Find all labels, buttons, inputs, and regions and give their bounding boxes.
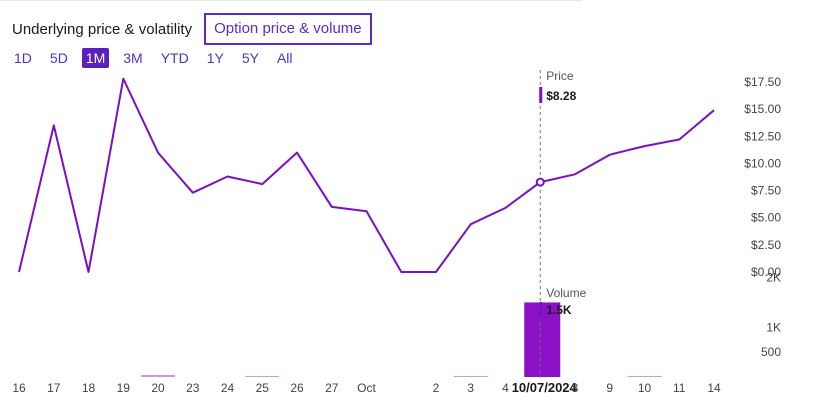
price-tick-label: $17.50: [744, 75, 781, 89]
top-divider: [0, 0, 582, 1]
x-tick-label: 20: [151, 381, 165, 395]
price-tick-label: $0.00: [751, 265, 781, 279]
volume-bar: [141, 375, 175, 377]
range-5d[interactable]: 5D: [49, 50, 68, 66]
x-tick-label: 24: [221, 381, 235, 395]
x-tick-label: 2: [433, 381, 440, 395]
x-tick-label: 25: [256, 381, 270, 395]
volume-bar: [453, 376, 488, 377]
volume-bar: [245, 376, 280, 377]
x-tick-label: 14: [707, 381, 721, 395]
x-tick-label: 16: [12, 381, 26, 395]
crosshair: Price $8.28 Volume 1.5K: [535, 69, 587, 378]
x-tick-label: 23: [186, 381, 200, 395]
tooltip-price-label: Price: [546, 69, 574, 83]
volume-tick-label: 1K: [766, 320, 781, 334]
x-tick-label: 3: [467, 381, 474, 395]
price-axis: $0.00 $2.50 $5.00 $7.50 $10.00 $12.50 $15.00 $1…: [744, 75, 781, 279]
x-tick-label: 19: [117, 381, 131, 395]
price-tick-label: $10.00: [744, 156, 781, 170]
x-tick-label: 9: [606, 381, 613, 395]
price-tick-label: $2.50: [751, 238, 781, 252]
volume-bar: [627, 376, 662, 377]
volume-tick-label: 2K: [766, 271, 781, 285]
volume-tick-label: 500: [761, 345, 781, 359]
price-tick-label: $12.50: [744, 129, 781, 143]
x-tick-label: 4: [502, 381, 509, 395]
range-1d[interactable]: 1D: [14, 50, 32, 66]
price-tick-label: $5.00: [751, 211, 781, 225]
tooltip-volume-label: Volume: [546, 286, 586, 300]
chart-tabs: Underlying price & volatility Option pri…: [10, 13, 372, 45]
price-tick-label: $7.50: [751, 184, 781, 198]
range-selector: 1D 5D 1M 3M YTD 1Y 5Y All: [10, 48, 297, 68]
x-tick-label: 27: [325, 381, 339, 395]
selected-date-label: 10/07/2024: [512, 380, 578, 395]
tooltip-price-value: $8.28: [546, 89, 576, 103]
range-all[interactable]: All: [276, 50, 293, 66]
selected-point-marker: [535, 177, 545, 187]
x-tick-label: 8: [572, 381, 579, 395]
x-tick-label: 10: [638, 381, 652, 395]
range-ytd[interactable]: YTD: [160, 50, 189, 66]
x-tick-label: 18: [82, 381, 96, 395]
tooltip-price-marker: [539, 87, 543, 103]
x-tick-label: 26: [290, 381, 304, 395]
x-tick-label: Oct: [357, 381, 376, 395]
tab-option-price-volume[interactable]: Option price & volume: [204, 13, 372, 45]
price-tick-label: $15.00: [744, 102, 781, 116]
price-line: [18, 77, 715, 273]
tab-underlying-price-volatility[interactable]: Underlying price & volatility: [12, 20, 193, 38]
x-tick-label: 11: [673, 381, 686, 395]
range-1y[interactable]: 1Y: [206, 50, 224, 66]
tooltip-volume-marker: [539, 302, 543, 318]
range-3m[interactable]: 3M: [123, 50, 143, 66]
x-tick-label: 17: [47, 381, 61, 395]
range-1m[interactable]: 1M: [81, 48, 110, 68]
volume-bars: [141, 302, 662, 377]
tooltip-volume-value: 1.5K: [546, 303, 572, 317]
range-5y[interactable]: 5Y: [241, 50, 259, 66]
volume-axis: 500 1K 2K: [761, 271, 781, 360]
